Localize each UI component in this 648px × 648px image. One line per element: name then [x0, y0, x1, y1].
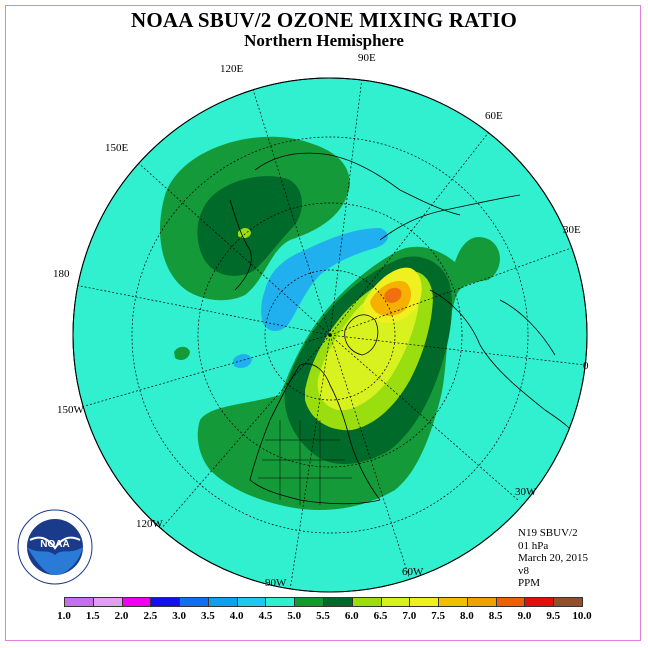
lon-label-60w: 60W	[402, 566, 424, 578]
colorbar-swatch	[380, 597, 411, 607]
colorbar-tick-label: 9.5	[546, 610, 561, 622]
info-block: N19 SBUV/2 01 hPa March 20, 2015 v8 PPM	[518, 527, 588, 590]
colorbar-tick-label: 10.0	[572, 610, 592, 622]
colorbar-swatch	[207, 597, 238, 607]
noaa-logo-text: NOAA	[40, 539, 69, 550]
page-subtitle: Northern Hemisphere	[244, 31, 404, 50]
lon-label-30w: 30W	[515, 486, 537, 498]
region-low-dot	[233, 354, 252, 368]
lon-label-0: 0	[583, 360, 589, 372]
region-pacific-inner	[197, 176, 302, 276]
colorbar-tick-label: 2.5	[143, 610, 158, 622]
colorbar-tick-label: 1.0	[57, 610, 71, 622]
colorbar-tick-label: 6.5	[373, 610, 388, 622]
colorbar-tick-label: 5.5	[316, 610, 330, 622]
colorbar-tick-label: 3.0	[172, 610, 186, 622]
lon-label-90e: 90E	[358, 52, 376, 64]
colorbar-swatch	[524, 597, 555, 607]
colorbar-swatch	[409, 597, 440, 607]
lon-label-180: 180	[53, 268, 70, 280]
colorbar-tick-label: 3.5	[201, 610, 215, 622]
colorbar-swatch	[121, 597, 152, 607]
colorbar-swatch	[236, 597, 267, 607]
colorbar-tick-label: 8.0	[460, 610, 474, 622]
info-units: PPM	[518, 577, 541, 589]
colorbar-tick-label: 6.0	[344, 610, 359, 622]
page-title: NOAA SBUV/2 OZONE MIXING RATIO	[131, 8, 517, 32]
colorbar-tick-label: 7.0	[402, 610, 417, 622]
colorbar-tick-label: 4.0	[229, 610, 244, 622]
colorbar-tick-label: 7.5	[431, 610, 445, 622]
colorbar-swatch	[150, 597, 181, 607]
region-low	[261, 228, 388, 332]
colorbar-swatch	[64, 597, 94, 607]
colorbar-tick-label: 2.0	[114, 610, 129, 622]
colorbar-tick-label: 4.5	[258, 610, 273, 622]
lon-label-120e: 120E	[220, 63, 244, 75]
colorbar-swatch	[351, 597, 382, 607]
region-peak-orange-core	[384, 287, 402, 303]
colorbar-swatch	[179, 597, 209, 607]
colorbar-swatch	[438, 597, 468, 607]
info-version: v8	[518, 564, 529, 577]
colorbar-tick-label: 1.5	[85, 610, 100, 622]
lon-label-90w: 90W	[265, 577, 287, 589]
colorbar-tick-label: 8.5	[488, 610, 503, 622]
region-small-blob	[174, 346, 190, 360]
colorbar-swatch	[294, 597, 324, 607]
lon-label-150e: 150E	[105, 142, 129, 154]
colorbar-tick-label: 9.0	[517, 610, 532, 622]
noaa-logo: NOAA	[17, 509, 93, 585]
colorbar-swatch	[553, 597, 583, 607]
lon-label-60e: 60E	[485, 110, 503, 122]
lon-label-120w: 120W	[136, 518, 163, 530]
figure-frame	[5, 5, 641, 641]
colorbar-swatch	[265, 597, 296, 607]
lon-label-30e: 30E	[563, 224, 581, 236]
info-instrument: N19 SBUV/2	[518, 527, 578, 539]
colorbar-swatch	[466, 597, 497, 607]
region-pacific-peak	[238, 227, 251, 239]
colorbar-tick-label: 5.0	[287, 610, 302, 622]
colorbar-swatch	[323, 597, 353, 607]
info-date: March 20, 2015	[518, 552, 588, 564]
colorbar-swatch	[92, 597, 123, 607]
lon-label-150w: 150W	[57, 404, 84, 416]
colorbar-swatch	[495, 597, 526, 607]
info-level: 01 hPa	[518, 539, 549, 552]
